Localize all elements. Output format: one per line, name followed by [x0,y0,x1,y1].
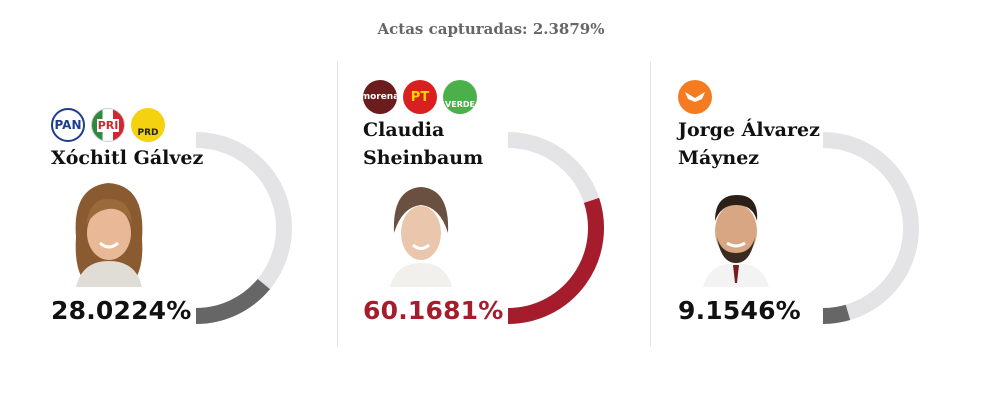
actas-capturadas-header: Actas capturadas: 2.3879% [0,20,982,38]
party-label: PRI [96,118,120,132]
candidate-card-galvez: PAN PRI PRD Xóchitl Gálvez 28.0224% [38,62,338,346]
column-divider [337,62,338,346]
candidate-name-line: Jorge Álvarez [678,119,820,141]
actas-label: Actas capturadas: [377,20,528,38]
gauge-fill [823,304,851,324]
gauge-track [823,132,919,324]
eagle-icon [685,92,705,102]
party-label: PAN [54,118,82,132]
vote-share-gauge [196,132,292,324]
party-label: VERDE [445,100,475,109]
party-label: PT [410,89,430,105]
column-divider [650,62,651,346]
actas-value: 2.3879% [532,20,605,38]
candidate-photo [703,195,769,287]
party-logos [678,80,712,114]
candidate-card-maynez: Jorge Álvarez Máynez 9.1546% [665,62,965,346]
vote-percentage: 60.1681% [363,296,504,325]
gauge-track [196,132,292,324]
vote-share-gauge [823,132,919,324]
candidate-card-sheinbaum: morena PT VERDE Claudia Sheinbaum 60.168… [350,62,650,346]
candidate-name-line: Xóchitl Gálvez [51,147,204,169]
party-label: PRD [137,128,159,138]
candidate-photo [75,183,143,287]
pt-logo-icon: PT [403,80,437,114]
gauge-track [508,132,604,324]
candidate-name-line: Sheinbaum [363,147,484,169]
candidate-name: Jorge Álvarez Máynez [678,116,820,172]
pan-logo-icon: PAN [51,108,85,142]
candidate-name: Xóchitl Gálvez [51,144,203,172]
morena-logo-icon: morena [363,80,397,114]
party-logos: PAN PRI PRD [51,108,165,142]
party-label: morena [363,92,397,102]
candidate-name-line: Máynez [678,147,760,169]
vote-percentage: 9.1546% [678,296,801,325]
party-logos: morena PT VERDE [363,80,477,114]
candidate-name-line: Claudia [363,119,445,141]
verde-logo-icon: VERDE [443,80,477,114]
candidate-name: Claudia Sheinbaum [363,116,483,172]
gauge-fill [196,278,271,324]
movimiento-ciudadano-logo-icon [678,80,712,114]
candidate-photo [390,187,452,287]
gauge-fill [508,197,604,324]
vote-percentage: 28.0224% [51,296,192,325]
prd-logo-icon: PRD [131,108,165,142]
vote-share-gauge [508,132,604,324]
pri-logo-icon: PRI [91,108,125,142]
